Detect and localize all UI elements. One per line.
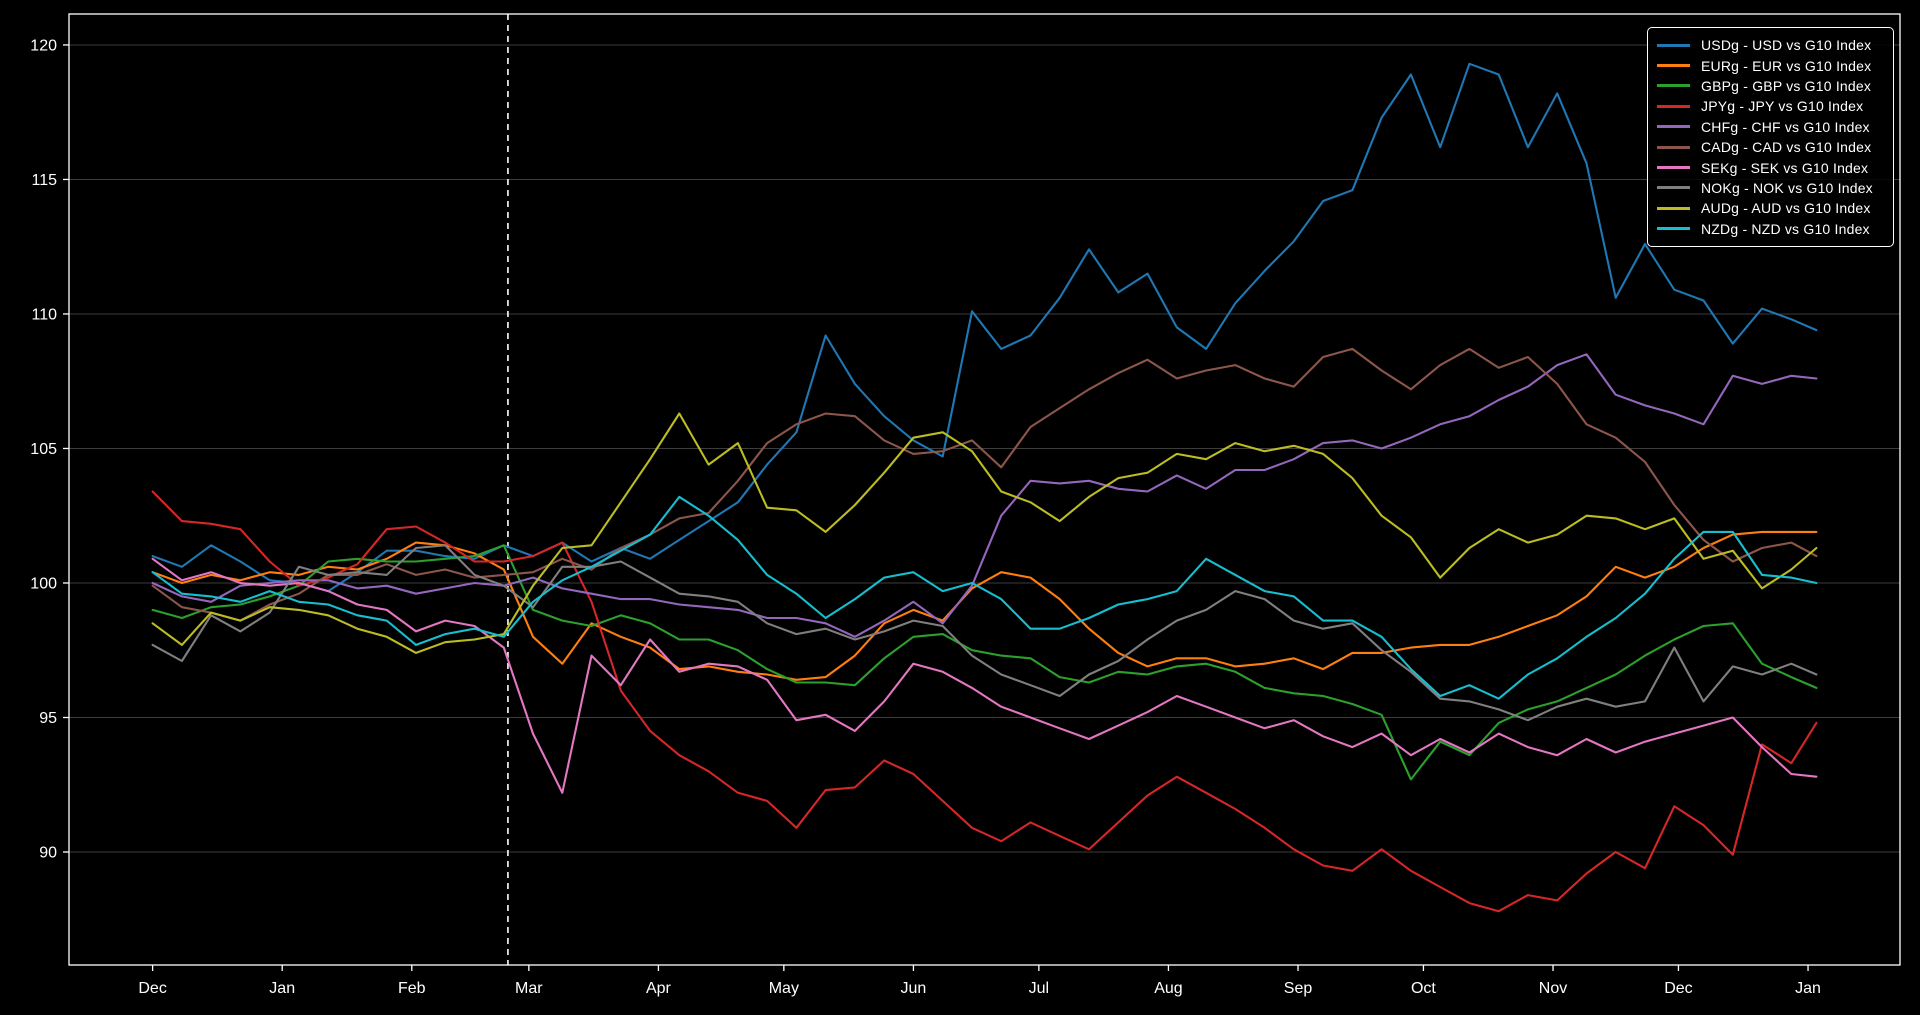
series-line-CHFg bbox=[151, 353, 1818, 638]
series-line-CADg bbox=[151, 347, 1818, 622]
legend-item-label: NOKg - NOK vs G10 Index bbox=[1701, 179, 1873, 196]
legend-item-AUDg: AUDg - AUD vs G10 Index bbox=[1657, 198, 1883, 218]
legend-line-swatch-icon bbox=[1657, 104, 1690, 108]
chart-legend: USDg - USD vs G10 Index EURg - EUR vs G10… bbox=[1647, 27, 1894, 247]
legend-item-USDg: USDg - USD vs G10 Index bbox=[1657, 35, 1883, 55]
legend-item-label: JPYg - JPY vs G10 Index bbox=[1701, 98, 1864, 115]
legend-line-swatch-icon bbox=[1657, 186, 1690, 190]
x-tick-label: Feb bbox=[398, 980, 426, 997]
x-tick-label: Aug bbox=[1154, 980, 1182, 997]
legend-item-label: SEKg - SEK vs G10 Index bbox=[1701, 159, 1869, 176]
series-line-EURg bbox=[151, 530, 1818, 681]
legend-line-swatch-icon bbox=[1657, 84, 1690, 88]
y-tick-label: 95 bbox=[39, 710, 57, 727]
legend-line-swatch-icon bbox=[1657, 64, 1690, 68]
x-tick-label: Nov bbox=[1539, 980, 1567, 997]
legend-item-label: EURg - EUR vs G10 Index bbox=[1701, 57, 1872, 74]
y-tick-label: 90 bbox=[39, 845, 57, 862]
legend-item-label: USDg - USD vs G10 Index bbox=[1701, 37, 1872, 54]
legend-item-NOKg: NOKg - NOK vs G10 Index bbox=[1657, 178, 1883, 198]
series-line-NOKg bbox=[151, 544, 1818, 722]
legend-item-label: CADg - CAD vs G10 Index bbox=[1701, 139, 1872, 156]
legend-line-swatch-icon bbox=[1657, 145, 1690, 149]
y-tick-label: 110 bbox=[31, 306, 57, 323]
x-tick-label: Dec bbox=[138, 980, 166, 997]
x-tick-label: Dec bbox=[1664, 980, 1692, 997]
series-line-SEKg bbox=[151, 557, 1818, 794]
x-tick-label: Sep bbox=[1284, 980, 1313, 997]
x-tick-label: Oct bbox=[1411, 980, 1436, 997]
legend-line-swatch-icon bbox=[1657, 227, 1690, 231]
series-line-USDg bbox=[151, 62, 1818, 593]
x-tick-label: Jun bbox=[901, 980, 927, 997]
x-tick-label: Apr bbox=[646, 980, 672, 997]
series-line-GBPg bbox=[151, 544, 1818, 781]
legend-line-swatch-icon bbox=[1657, 43, 1690, 47]
legend-item-JPYg: JPYg - JPY vs G10 Index bbox=[1657, 96, 1883, 116]
legend-item-label: GBPg - GBP vs G10 Index bbox=[1701, 77, 1872, 94]
y-tick-label: 115 bbox=[31, 172, 57, 189]
legend-line-swatch-icon bbox=[1657, 125, 1690, 129]
legend-item-CADg: CADg - CAD vs G10 Index bbox=[1657, 137, 1883, 157]
legend-item-CHFg: CHFg - CHF vs G10 Index bbox=[1657, 117, 1883, 137]
legend-line-swatch-icon bbox=[1657, 166, 1690, 170]
y-tick-label: 120 bbox=[30, 37, 57, 54]
x-tick-label: Jul bbox=[1029, 980, 1049, 997]
legend-item-GBPg: GBPg - GBP vs G10 Index bbox=[1657, 76, 1883, 96]
legend-item-label: NZDg - NZD vs G10 Index bbox=[1701, 220, 1870, 237]
y-tick-label: 105 bbox=[30, 441, 57, 458]
x-tick-label: May bbox=[769, 980, 799, 997]
legend-line-swatch-icon bbox=[1657, 206, 1690, 210]
legend-item-label: AUDg - AUD vs G10 Index bbox=[1701, 200, 1871, 217]
legend-item-NZDg: NZDg - NZD vs G10 Index bbox=[1657, 219, 1883, 239]
legend-item-label: CHFg - CHF vs G10 Index bbox=[1701, 118, 1870, 135]
x-tick-label: Mar bbox=[515, 980, 543, 997]
series-line-JPYg bbox=[151, 490, 1818, 913]
x-tick-label: Jan bbox=[1795, 980, 1821, 997]
series-line-NZDg bbox=[151, 495, 1818, 700]
legend-item-SEKg: SEKg - SEK vs G10 Index bbox=[1657, 157, 1883, 177]
x-tick-label: Jan bbox=[269, 980, 295, 997]
legend-item-EURg: EURg - EUR vs G10 Index bbox=[1657, 55, 1883, 75]
y-tick-label: 100 bbox=[30, 575, 57, 592]
series-line-AUDg bbox=[151, 412, 1818, 654]
axes-spines bbox=[68, 13, 1901, 966]
